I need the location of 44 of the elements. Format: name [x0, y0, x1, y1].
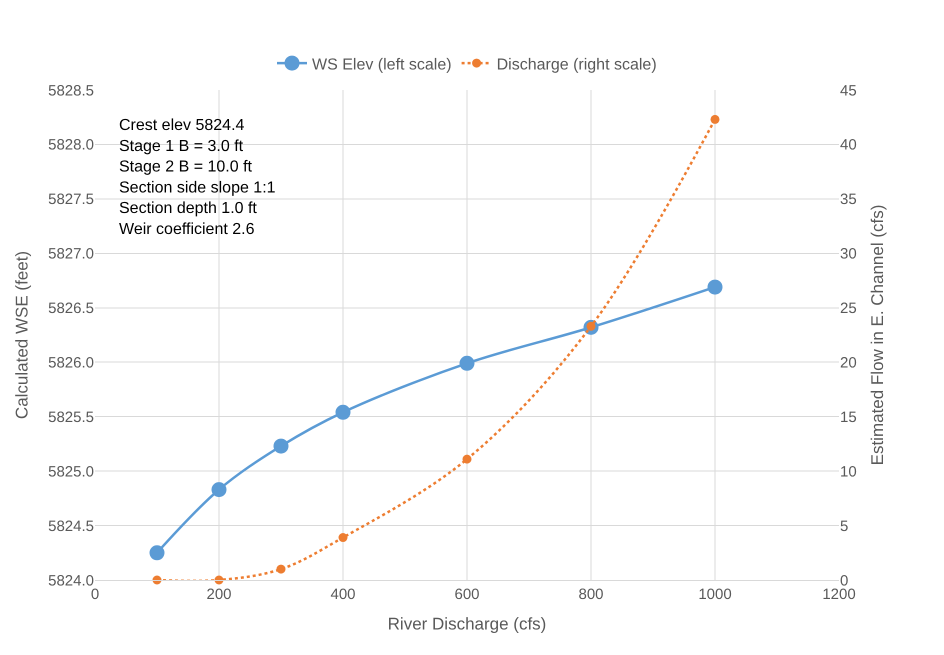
legend-label: WS Elev (left scale) — [312, 56, 452, 74]
annotation: Stage 2 B = 10.0 ft — [119, 158, 253, 176]
point — [462, 454, 472, 464]
y-tick-label: 5825.5 — [48, 408, 94, 426]
y-tick-label: 5825.0 — [48, 463, 94, 480]
y2-tick-label: 10 — [840, 463, 857, 480]
y-tick-label: 5827.5 — [48, 191, 94, 208]
y2-tick-label: 25 — [840, 300, 857, 318]
x-tick-label: 200 — [206, 586, 232, 603]
y-tick-label: 5827.0 — [48, 246, 94, 263]
point — [276, 564, 286, 574]
y2-tick-label: 45 — [840, 82, 857, 100]
y-tick-label: 5826.0 — [48, 354, 94, 372]
y2-tick-label: 40 — [840, 136, 857, 154]
annotation: Weir coefficient 2.6 — [119, 221, 255, 238]
legend-label: Discharge (right scale) — [496, 56, 657, 74]
x-tick-label: 400 — [330, 586, 356, 603]
point — [708, 280, 722, 295]
point — [338, 533, 348, 542]
y2-tick-label: 20 — [840, 354, 857, 372]
x-axis-title: River Discharge (cfs) — [388, 614, 546, 634]
annotation: Section depth 1.0 ft — [119, 200, 258, 218]
x-tick-label: 1000 — [698, 586, 732, 603]
point — [274, 438, 288, 454]
y2-tick-label: 5 — [840, 518, 848, 535]
y-tick-label: 5824.5 — [48, 518, 94, 535]
point — [460, 356, 474, 371]
annotation: Section side slope 1:1 — [119, 179, 276, 196]
x-tick-label: 800 — [578, 586, 604, 603]
y-axis-title: Calculated WSE (feet) — [12, 250, 32, 420]
point — [336, 404, 350, 420]
y2-tick-label: 15 — [840, 408, 857, 426]
y-tick-label: 5828.5 — [48, 82, 94, 100]
y-tick-label: 5826.5 — [48, 300, 94, 318]
point — [710, 114, 720, 124]
point — [212, 482, 226, 498]
y2-tick-label: 35 — [840, 191, 857, 208]
y2-tick-label: 30 — [840, 246, 857, 263]
point — [150, 545, 164, 560]
annotation: Crest elev 5824.4 — [119, 117, 245, 134]
y2-axis-title: Estimated Flow in E. Channel (cfs) — [868, 204, 888, 466]
x-tick-label: 600 — [454, 586, 480, 603]
annotation: Stage 1 B = 3.0 ft — [119, 138, 244, 155]
y-tick-label: 5828.0 — [48, 136, 94, 154]
